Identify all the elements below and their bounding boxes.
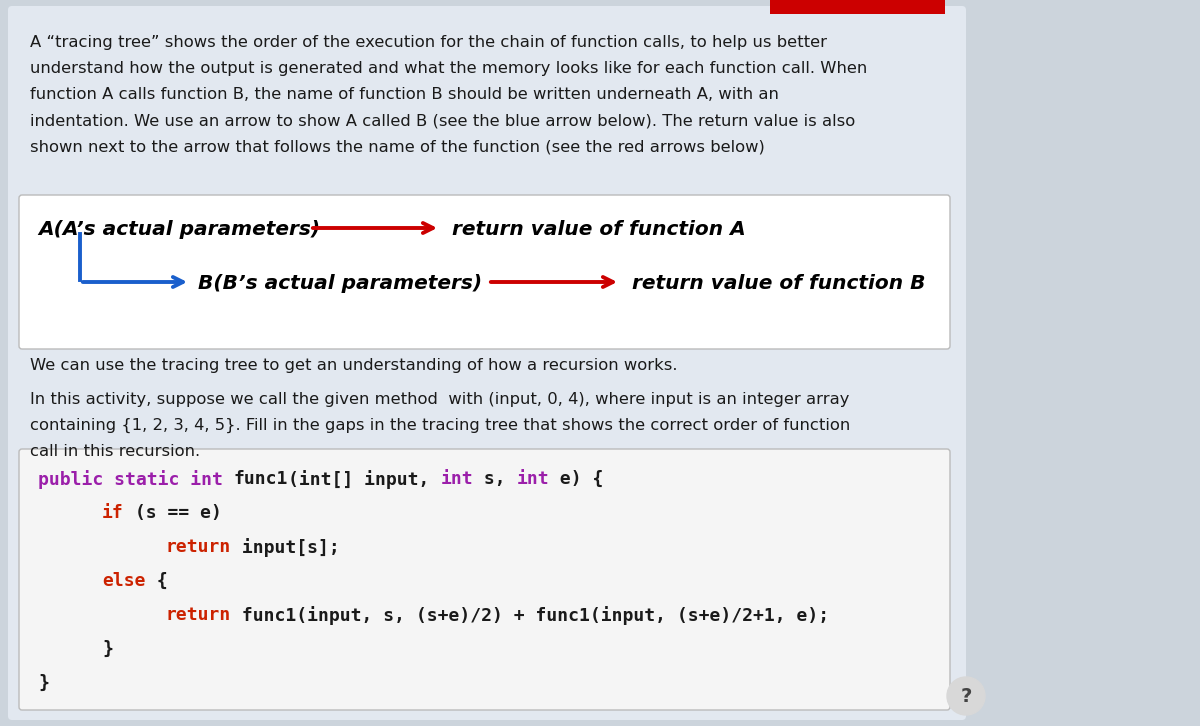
FancyBboxPatch shape [19, 195, 950, 349]
Text: ?: ? [960, 687, 972, 706]
Circle shape [947, 677, 985, 715]
Text: A(A’s actual parameters): A(A’s actual parameters) [38, 220, 320, 239]
Text: input[s];: input[s]; [232, 538, 340, 557]
Text: }: } [102, 640, 113, 658]
Text: indentation. We use an arrow to show A called B (see the blue arrow below). The : indentation. We use an arrow to show A c… [30, 113, 856, 128]
Text: A “tracing tree” shows the order of the execution for the chain of function call: A “tracing tree” shows the order of the … [30, 35, 827, 50]
Text: {: { [145, 572, 167, 590]
Text: shown next to the arrow that follows the name of the function (see the red arrow: shown next to the arrow that follows the… [30, 139, 764, 154]
Text: e) {: e) { [550, 470, 604, 488]
Text: s,: s, [473, 470, 516, 488]
Text: return value of function B: return value of function B [632, 274, 925, 293]
Text: call in this recursion.: call in this recursion. [30, 444, 200, 459]
Text: else: else [102, 572, 145, 590]
Bar [770, 0, 946, 14]
FancyBboxPatch shape [8, 6, 966, 720]
Text: understand how the output is generated and what the memory looks like for each f: understand how the output is generated a… [30, 61, 868, 76]
Text: func1: func1 [234, 470, 288, 488]
Text: We can use the tracing tree to get an understanding of how a recursion works.: We can use the tracing tree to get an un… [30, 358, 678, 373]
Text: public static int: public static int [38, 470, 234, 489]
Text: }: } [38, 674, 49, 692]
Text: return: return [166, 538, 232, 556]
Text: func1(input, s, (s+e)/2) + func1(input, (s+e)/2+1, e);: func1(input, s, (s+e)/2) + func1(input, … [232, 606, 829, 625]
Text: containing {1, 2, 3, 4, 5}. Fill in the gaps in the tracing tree that shows the : containing {1, 2, 3, 4, 5}. Fill in the … [30, 418, 851, 433]
Text: (s == e): (s == e) [124, 504, 222, 522]
Text: (int[] input,: (int[] input, [288, 470, 440, 489]
Text: if: if [102, 504, 124, 522]
FancyBboxPatch shape [19, 449, 950, 710]
Text: function A calls function B, the name of function B should be written underneath: function A calls function B, the name of… [30, 87, 779, 102]
Text: return value of function A: return value of function A [452, 220, 745, 239]
Text: In this activity, suppose we call the given method  with (input, 0, 4), where in: In this activity, suppose we call the gi… [30, 392, 850, 407]
Text: return: return [166, 606, 232, 624]
Text: int: int [516, 470, 550, 488]
Text: int: int [440, 470, 473, 488]
Text: B(B’s actual parameters): B(B’s actual parameters) [198, 274, 482, 293]
